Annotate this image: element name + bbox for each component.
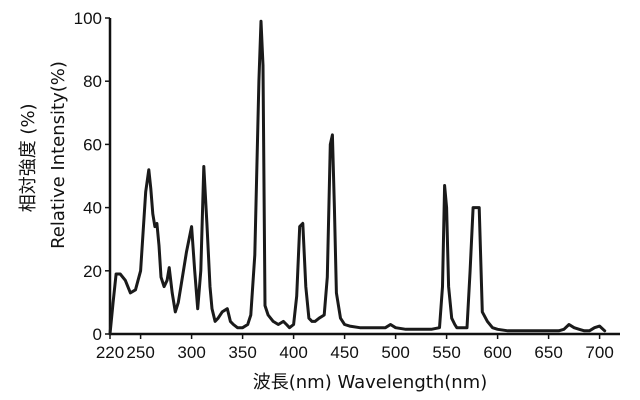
x-tick-label: 250 <box>126 343 154 362</box>
y-tick-label: 40 <box>83 199 102 218</box>
x-tick-label: 300 <box>177 343 205 362</box>
x-tick-label: 450 <box>330 343 358 362</box>
x-tick-label: 550 <box>432 343 460 362</box>
axes <box>108 18 620 336</box>
y-tick-label: 80 <box>83 72 102 91</box>
x-tick-label: 220 <box>96 343 124 362</box>
y-tick-label: 20 <box>83 262 102 281</box>
y-axis-label-en: Relative Intensity(%) <box>48 61 69 249</box>
x-tick-label: 650 <box>534 343 562 362</box>
spectrum-line <box>108 19 607 336</box>
axis-ticks: 220 250 300 350 400 450 500 550 600 650 700 0 20 40 60… <box>74 9 614 362</box>
y-tick-label: 0 <box>93 325 102 344</box>
y-axis-label: 相対強度 (%) Relative Intensity(%) <box>18 61 69 249</box>
y-tick-label: 100 <box>74 9 102 28</box>
x-tick-label: 600 <box>483 343 511 362</box>
x-tick-label: 500 <box>381 343 409 362</box>
x-axis-label: 波長(nm) Wavelength(nm) <box>253 372 487 393</box>
x-tick-label: 350 <box>228 343 256 362</box>
y-axis-label-jp: 相対強度 (%) <box>18 103 39 212</box>
y-tick-label: 60 <box>83 135 102 154</box>
x-tick-label: 400 <box>279 343 307 362</box>
x-tick-label: 700 <box>585 343 613 362</box>
